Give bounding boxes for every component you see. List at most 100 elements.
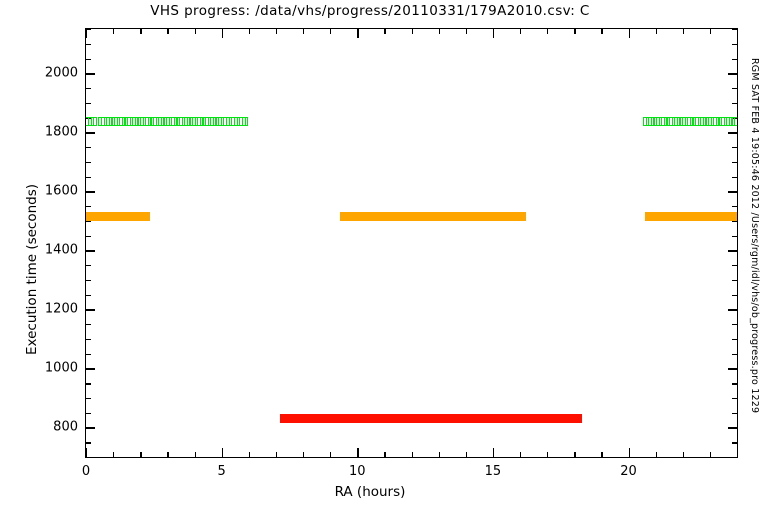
- x-axis-tick: [438, 452, 440, 457]
- x-axis-tick: [330, 452, 332, 457]
- y-axis-tick: [728, 250, 737, 252]
- y-axis-tick: [86, 220, 91, 223]
- y-axis-tick: [86, 29, 91, 31]
- y-axis-tick: [732, 265, 737, 267]
- y-axis-tick: [732, 58, 737, 60]
- page-title: VHS progress: /data/vhs/progress/2011033…: [150, 3, 590, 19]
- x-axis-tick: [492, 29, 495, 38]
- x-axis-title: RA (hours): [334, 484, 406, 500]
- y-axis-tick: [86, 250, 95, 252]
- y-axis-tick: [86, 206, 91, 208]
- x-axis-tick: [194, 29, 196, 34]
- y-axis-tick-label: 1000: [44, 360, 78, 376]
- y-axis-tick: [732, 161, 737, 164]
- y-axis-tick-label: 1800: [44, 124, 78, 140]
- y-axis-tick: [86, 294, 91, 296]
- y-axis-tick: [86, 427, 95, 429]
- x-axis-tick: [547, 29, 549, 34]
- x-axis-tick: [438, 29, 440, 34]
- y-axis-tick: [728, 427, 737, 429]
- x-axis-tick: [194, 452, 196, 457]
- y-axis-tick: [86, 132, 95, 134]
- y-axis-tick: [732, 29, 737, 31]
- plot-frame: [85, 28, 739, 459]
- data-point-marker: [239, 117, 249, 127]
- x-axis-tick: [86, 448, 88, 457]
- y-axis-tick: [732, 442, 737, 444]
- y-axis-tick: [732, 220, 737, 223]
- y-axis-tick: [86, 442, 91, 444]
- y-axis-tick-label: 1400: [44, 242, 78, 258]
- x-axis-tick: [275, 452, 278, 457]
- y-axis-tick: [732, 353, 737, 355]
- side-timestamp-stamp: RGM SAT FEB 4 19:05:46 2012 /Users/rgm/i…: [749, 58, 760, 414]
- y-axis-title: Execution time (seconds): [24, 183, 40, 355]
- y-axis-tick: [86, 191, 95, 193]
- x-axis-tick-label: 5: [217, 464, 226, 479]
- x-axis-tick: [357, 448, 359, 457]
- y-axis-tick: [732, 206, 737, 208]
- y-axis-tick: [86, 412, 91, 415]
- x-axis-tick: [86, 29, 88, 38]
- x-axis-tick: [357, 29, 359, 38]
- x-axis-tick: [140, 452, 142, 457]
- x-axis-tick: [655, 29, 657, 34]
- x-axis-tick: [221, 29, 223, 38]
- x-axis-tick: [709, 452, 712, 457]
- x-axis-tick: [140, 29, 142, 34]
- x-axis-tick: [520, 452, 522, 457]
- y-axis-tick: [86, 383, 91, 385]
- x-axis-tick: [547, 452, 549, 457]
- y-axis-tick: [732, 43, 737, 46]
- data-point-marker: [731, 117, 737, 127]
- y-axis-tick: [732, 88, 737, 90]
- x-axis-tick: [167, 29, 169, 34]
- y-axis-tick: [728, 132, 737, 134]
- y-axis-tick: [728, 309, 737, 311]
- x-axis-tick: [465, 29, 468, 34]
- y-axis-tick: [86, 309, 95, 311]
- y-axis-tick: [732, 397, 737, 400]
- y-axis-tick: [86, 176, 91, 178]
- x-axis-tick: [411, 29, 413, 34]
- y-axis-tick: [732, 412, 737, 415]
- y-axis-tick: [86, 265, 91, 267]
- y-axis-tick: [86, 235, 91, 237]
- y-axis-tick: [86, 102, 91, 105]
- x-axis-tick: [384, 452, 386, 457]
- y-axis-tick: [86, 161, 91, 164]
- x-axis-tick: [492, 448, 495, 457]
- data-point-marker: [141, 211, 151, 221]
- y-axis-tick: [86, 353, 91, 355]
- y-axis-tick: [728, 368, 737, 370]
- y-axis-tick-label: 2000: [44, 65, 78, 81]
- y-axis-tick: [86, 324, 91, 326]
- x-axis-tick: [574, 452, 576, 457]
- x-axis-tick: [682, 29, 685, 34]
- y-axis-tick: [86, 73, 95, 75]
- x-axis-tick: [248, 452, 251, 457]
- x-axis-tick: [303, 29, 305, 34]
- x-axis-tick-label: 15: [484, 464, 502, 479]
- y-axis-tick: [732, 338, 737, 341]
- y-axis-tick-label: 1600: [44, 183, 78, 199]
- x-axis-tick: [655, 452, 657, 457]
- x-axis-tick: [113, 452, 115, 457]
- data-point-marker: [573, 414, 583, 424]
- y-axis-tick-label: 1200: [44, 301, 78, 317]
- y-axis-tick: [732, 294, 737, 296]
- y-axis-tick: [732, 235, 737, 237]
- y-axis-tick: [86, 457, 91, 459]
- x-axis-tick: [303, 452, 305, 457]
- y-axis-tick: [732, 383, 737, 385]
- y-axis-tick: [732, 102, 737, 105]
- x-axis-tick: [330, 29, 332, 34]
- x-axis-tick: [737, 452, 739, 457]
- data-point-marker: [730, 211, 737, 221]
- y-axis-tick: [86, 338, 91, 341]
- x-axis-tick-label: 20: [620, 464, 637, 479]
- x-axis-tick: [411, 452, 413, 457]
- x-axis-tick-label: 0: [81, 464, 91, 479]
- y-axis-tick: [86, 58, 91, 60]
